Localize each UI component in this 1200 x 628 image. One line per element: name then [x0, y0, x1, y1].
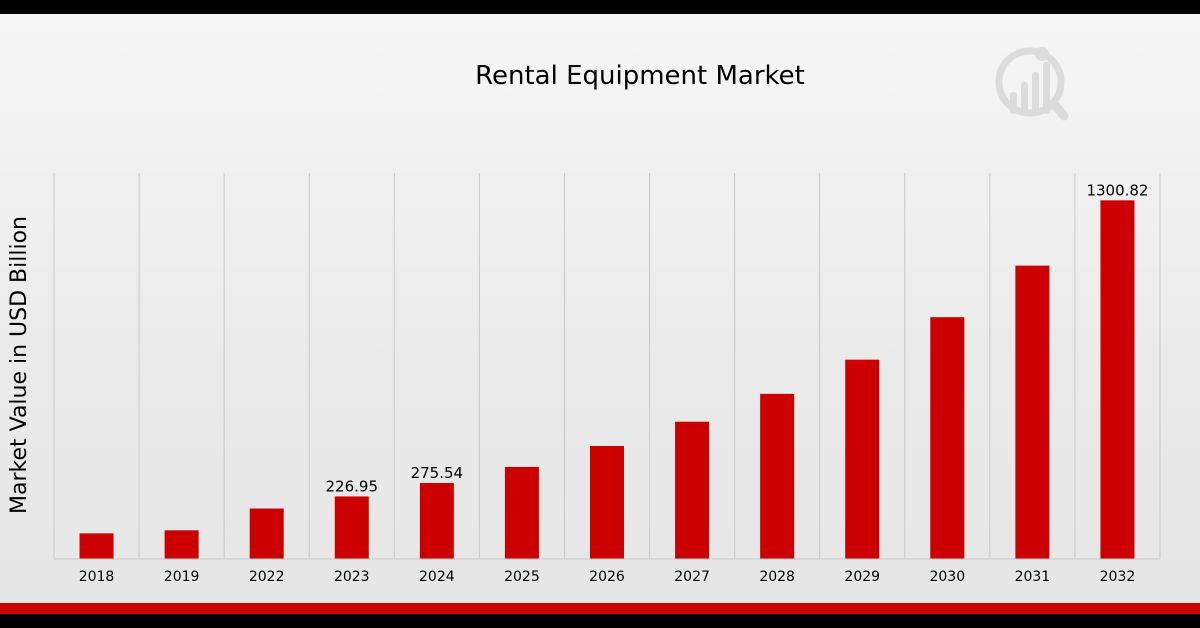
grid-lines [53, 173, 1161, 559]
logo-handle [1049, 99, 1069, 121]
data-label-2032: 1300.82 [1086, 181, 1148, 199]
x-tick-2029: 2029 [844, 569, 880, 585]
bar-2019 [164, 530, 199, 559]
bar-2031 [1015, 265, 1050, 559]
bottom-accent-band [0, 603, 1200, 614]
bar-2027 [675, 421, 710, 559]
y-axis-label: Market Value in USD Billion [7, 216, 32, 514]
bars [79, 200, 1135, 559]
data-label-2024: 275.54 [411, 464, 464, 482]
bar-2023 [334, 496, 369, 559]
logo-bar [1021, 82, 1028, 114]
logo-bar [1010, 92, 1017, 114]
bar-2018 [79, 533, 114, 559]
x-tick-2031: 2031 [1015, 569, 1051, 585]
bar-2026 [590, 445, 624, 559]
logo-bar [1032, 72, 1039, 114]
x-tick-2022: 2022 [249, 569, 285, 585]
x-tick-2028: 2028 [759, 569, 795, 585]
x-tick-2026: 2026 [589, 569, 625, 585]
bar-2022 [249, 508, 284, 559]
logo-dot [1035, 47, 1049, 61]
bar-2030 [930, 317, 965, 559]
bar-2024 [419, 483, 454, 559]
x-tick-2032: 2032 [1100, 569, 1136, 585]
top-band [0, 0, 1200, 14]
x-tick-2023: 2023 [334, 569, 370, 585]
x-tick-2024: 2024 [419, 569, 455, 585]
logo-bar [1043, 62, 1050, 114]
chart-title: Rental Equipment Market [475, 61, 805, 91]
data-labels: 226.95 275.54 1300.82 [326, 181, 1149, 495]
x-tick-2025: 2025 [504, 569, 540, 585]
logo-ring [995, 47, 1065, 117]
bar-2028 [760, 393, 795, 559]
x-tick-2030: 2030 [929, 569, 965, 585]
data-label-2023: 226.95 [326, 477, 379, 495]
x-tick-2019: 2019 [164, 569, 200, 585]
bar-2032 [1100, 200, 1135, 559]
bar-2029 [845, 359, 880, 559]
x-tick-labels: 2018 2019 2022 2023 2024 2025 2026 2027 2028 2029… [79, 569, 1136, 585]
chart-magnifier-logo [995, 47, 1069, 121]
bar-2025 [504, 466, 539, 559]
bottom-band [0, 614, 1200, 628]
x-tick-2027: 2027 [674, 569, 710, 585]
x-tick-2018: 2018 [79, 569, 115, 585]
